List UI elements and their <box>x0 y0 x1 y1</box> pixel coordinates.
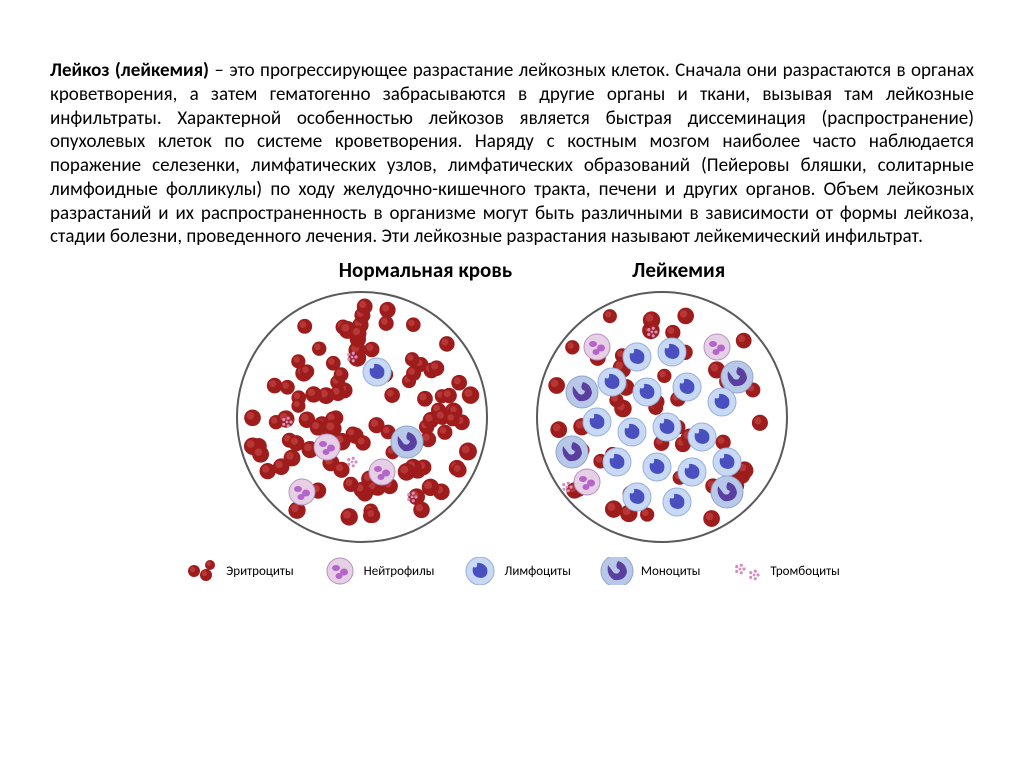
rbc-icon <box>184 557 220 585</box>
title-normal: Нормальная кровь <box>339 257 512 283</box>
leukemia-blood-diagram <box>527 287 797 547</box>
legend-label: Тромбоциты <box>770 564 839 579</box>
platelet-icon <box>728 557 764 585</box>
legend-label: Лимфоциты <box>504 564 571 579</box>
legend-label: Моноциты <box>641 564 701 579</box>
diagram-container: Нормальная кровь Лейкемия Эритроциты Нейт… <box>50 257 974 585</box>
main-paragraph: Лейкоз (лейкемия) – это прогрессирующее … <box>50 59 974 249</box>
normal-blood-diagram <box>227 287 497 547</box>
legend-item-platelet: Тромбоциты <box>728 557 839 585</box>
lymphocyte-icon <box>462 557 498 585</box>
legend-label: Нейтрофилы <box>364 564 435 579</box>
legend-item-monocyte: Моноциты <box>599 557 701 585</box>
diagram-titles: Нормальная кровь Лейкемия <box>299 257 725 283</box>
legend-item-neutrophil: Нейтрофилы <box>322 557 435 585</box>
monocyte-icon <box>599 557 635 585</box>
legend-item-lymphocyte: Лимфоциты <box>462 557 571 585</box>
term-bold: Лейкоз (лейкемия) <box>50 59 209 82</box>
legend: Эритроциты Нейтрофилы Лимфоциты Моноциты Тро… <box>184 557 840 585</box>
paragraph-body: – это прогрессирующее разрастание лейкоз… <box>50 59 974 248</box>
legend-item-rbc: Эритроциты <box>184 557 293 585</box>
legend-label: Эритроциты <box>226 564 293 579</box>
circles-row <box>227 287 797 547</box>
neutrophil-icon <box>322 557 358 585</box>
title-leukemia: Лейкемия <box>632 257 725 283</box>
